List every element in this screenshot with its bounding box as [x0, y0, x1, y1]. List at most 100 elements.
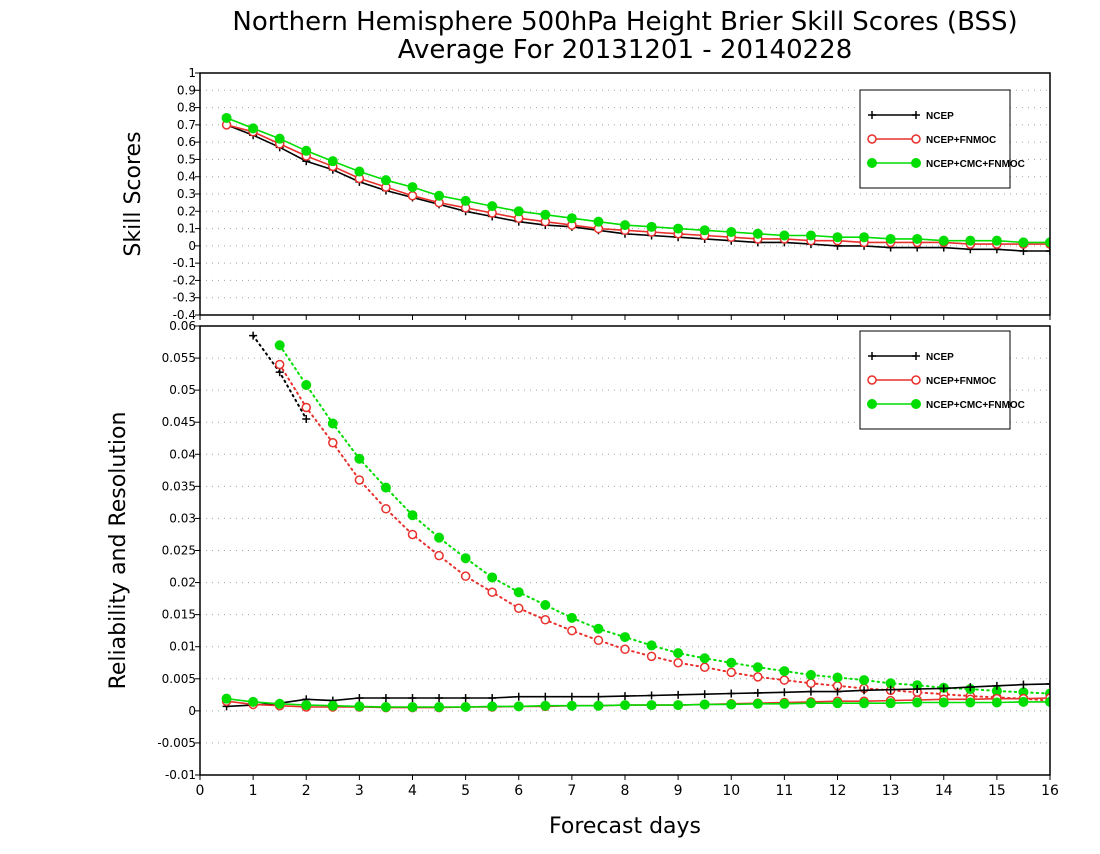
- data-point-ncep-fnmoc: [274, 359, 285, 370]
- legend-marker: [867, 399, 877, 409]
- data-point-ncep-cmc-fnmoc: [380, 702, 391, 713]
- data-point-ncep-cmc-fnmoc: [1018, 237, 1029, 248]
- data-point-ncep-cmc-fnmoc: [620, 632, 630, 643]
- data-point-ncep: [408, 694, 417, 703]
- data-point-ncep-cmc-fnmoc: [726, 227, 737, 238]
- data-point-ncep-cmc-fnmoc: [248, 696, 259, 707]
- data-point-ncep-cmc-fnmoc: [566, 612, 577, 623]
- data-point-ncep-cmc-fnmoc: [859, 232, 870, 243]
- chart-title-line1: Northern Hemisphere 500hPa Height Brier …: [232, 7, 1017, 37]
- data-point-ncep-cmc-fnmoc: [885, 233, 896, 244]
- data-point-ncep-cmc-fnmoc: [460, 195, 471, 206]
- data-point-ncep-cmc-fnmoc: [912, 233, 923, 244]
- data-point-ncep-cmc-fnmoc: [593, 216, 604, 227]
- data-point-ncep: [488, 694, 497, 703]
- data-point-ncep-cmc-fnmoc: [859, 675, 870, 686]
- data-point-ncep-cmc-fnmoc: [752, 662, 763, 673]
- data-point-ncep: [700, 690, 709, 699]
- x-tick-label: 15: [988, 783, 1006, 799]
- data-point-ncep-cmc-fnmoc: [832, 232, 843, 243]
- y-tick-label: 0.2: [177, 204, 196, 218]
- data-point-ncep-fnmoc: [381, 504, 391, 514]
- data-point-ncep-cmc-fnmoc: [274, 133, 285, 144]
- data-point-ncep-cmc-fnmoc: [646, 221, 657, 232]
- data-point-ncep-cmc-fnmoc: [354, 453, 365, 464]
- data-point-ncep-cmc-fnmoc: [327, 156, 338, 167]
- data-point-ncep: [833, 687, 842, 696]
- x-tick-label: 9: [674, 783, 683, 799]
- legend-marker: [867, 134, 877, 144]
- y-tick-label: 0.1: [177, 222, 196, 236]
- data-point-ncep-cmc-fnmoc: [540, 700, 551, 711]
- data-point-ncep-cmc-fnmoc: [566, 700, 577, 711]
- data-point-ncep-cmc-fnmoc: [354, 166, 365, 177]
- data-point-ncep-cmc-fnmoc: [248, 123, 259, 134]
- data-point-ncep: [461, 694, 470, 703]
- data-point-ncep-fnmoc: [514, 603, 524, 613]
- x-tick-label: 4: [408, 783, 417, 799]
- y-tick-label: -0.1: [173, 256, 196, 270]
- data-point-ncep-cmc-fnmoc: [752, 698, 763, 709]
- x-tick-label: 14: [935, 783, 953, 799]
- data-point-ncep-cmc-fnmoc: [832, 698, 843, 709]
- data-point-ncep-cmc-fnmoc: [407, 182, 418, 193]
- data-point-ncep-cmc-fnmoc: [221, 112, 232, 123]
- plot-area: [221, 331, 1050, 713]
- data-point-ncep-cmc-fnmoc: [513, 206, 524, 217]
- data-point-ncep-cmc-fnmoc: [407, 510, 418, 521]
- y-tick-label: -0.005: [157, 736, 196, 750]
- x-tick-label: 12: [829, 783, 847, 799]
- y-tick-label: 0.9: [177, 83, 196, 97]
- data-point-ncep-cmc-fnmoc: [301, 700, 312, 711]
- data-point-ncep-cmc-fnmoc: [752, 228, 763, 239]
- data-point-ncep-fnmoc: [354, 475, 365, 485]
- data-point-ncep-cmc-fnmoc: [885, 698, 896, 709]
- legend-label: NCEP+FNMOC: [926, 376, 996, 387]
- data-point-ncep-cmc-fnmoc: [434, 190, 445, 201]
- data-point-ncep: [674, 690, 683, 699]
- y-tick-label: 0.5: [177, 152, 196, 166]
- data-point-ncep: [647, 691, 656, 700]
- x-axis-label: Forecast days: [549, 814, 701, 839]
- legend-label: NCEP: [926, 352, 954, 363]
- legend-label: NCEP+CMC+FNMOC: [926, 159, 1025, 170]
- data-point-ncep-cmc-fnmoc: [646, 640, 657, 651]
- data-point-ncep-cmc-fnmoc: [620, 220, 630, 231]
- data-point-ncep-cmc-fnmoc: [805, 669, 816, 680]
- data-point-ncep: [1046, 247, 1050, 256]
- data-point-ncep-cmc-fnmoc: [779, 666, 790, 677]
- data-point-ncep-cmc-fnmoc: [301, 380, 312, 391]
- x-tick-label: 8: [621, 783, 630, 799]
- data-point-ncep: [302, 415, 311, 424]
- data-point-ncep-fnmoc: [407, 529, 418, 540]
- data-point-ncep-cmc-fnmoc: [380, 482, 391, 493]
- data-point-ncep-cmc-fnmoc: [965, 235, 976, 246]
- y-tick-label: 0.3: [177, 187, 196, 201]
- series-line-ncep-reliability: [225, 683, 1050, 708]
- data-point-ncep-cmc-fnmoc: [407, 702, 418, 713]
- data-point-ncep-cmc-fnmoc: [779, 698, 790, 709]
- data-point-ncep: [594, 692, 603, 701]
- data-point-ncep: [435, 694, 444, 703]
- data-point-ncep: [780, 688, 789, 697]
- legend-marker: [911, 158, 921, 168]
- data-point-ncep-cmc-fnmoc: [991, 235, 1002, 246]
- data-point-ncep-cmc-fnmoc: [354, 701, 365, 712]
- data-point-ncep-cmc-fnmoc: [1045, 696, 1050, 707]
- data-point-ncep-cmc-fnmoc: [566, 213, 577, 224]
- data-point-ncep-cmc-fnmoc: [434, 532, 445, 543]
- y-tick-label: 0.01: [169, 640, 196, 654]
- x-tick-label: 2: [302, 783, 311, 799]
- data-point-ncep-cmc-fnmoc: [938, 235, 949, 246]
- data-point-ncep-cmc-fnmoc: [699, 699, 710, 710]
- data-point-ncep-fnmoc: [434, 550, 444, 561]
- y-tick-label: 0.02: [169, 576, 196, 590]
- y-tick-label: 0.035: [162, 479, 196, 493]
- data-point-ncep-cmc-fnmoc: [673, 700, 684, 711]
- data-point-ncep-fnmoc: [779, 675, 790, 685]
- data-point-ncep-cmc-fnmoc: [1018, 696, 1029, 707]
- data-point-ncep-cmc-fnmoc: [487, 572, 498, 583]
- reliability-resolution-panel: 0.060.0550.050.0450.040.0350.030.0250.02…: [106, 319, 1059, 799]
- legend-marker: [911, 399, 921, 409]
- y-tick-label: -0.3: [173, 291, 196, 305]
